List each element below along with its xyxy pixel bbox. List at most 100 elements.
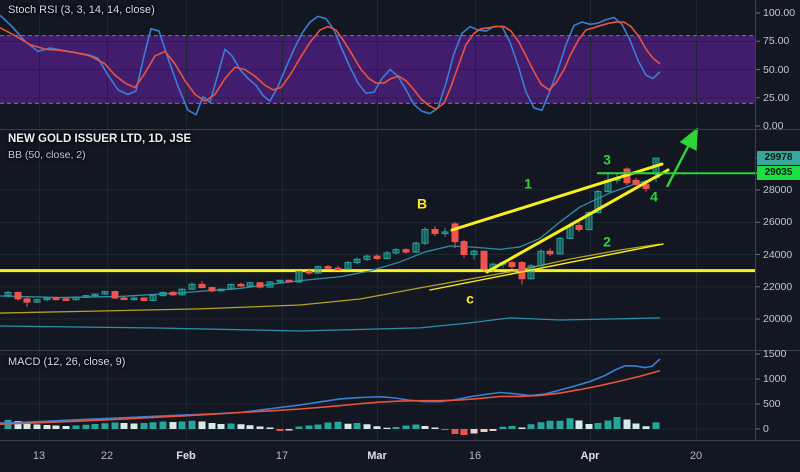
candle-down xyxy=(14,291,22,300)
time-tick-label: 20 xyxy=(689,450,703,462)
macd-histogram-bar xyxy=(130,423,138,429)
candle-up xyxy=(227,283,235,290)
time-tick-label: 17 xyxy=(275,450,289,462)
macd-histogram-bar xyxy=(575,420,583,429)
macd-histogram-bar xyxy=(480,429,488,432)
macd-histogram-bar xyxy=(14,421,22,429)
macd-histogram-bar xyxy=(546,420,554,429)
stoch-rsi-title-text: Stoch RSI (3, 3, 14, 14, close) xyxy=(8,4,155,16)
macd-histogram-bar xyxy=(140,423,148,429)
candle-up xyxy=(441,231,449,235)
candle-up xyxy=(421,229,429,244)
candle-down xyxy=(111,291,119,299)
bb-upper-band xyxy=(0,176,661,299)
macd-histogram-bar xyxy=(460,429,468,435)
macd-histogram-bar xyxy=(295,426,303,429)
macd-histogram-bar xyxy=(499,426,507,429)
macd-histogram-bar xyxy=(120,423,128,429)
candle-up xyxy=(43,297,51,301)
axis-tick-label: 500 xyxy=(763,398,781,410)
candle-down xyxy=(52,297,60,301)
candle-down xyxy=(373,255,381,260)
candle-up xyxy=(363,255,371,260)
macd-histogram-bar xyxy=(62,426,70,429)
candle-up xyxy=(344,262,352,270)
candle-up xyxy=(4,291,12,297)
macd-histogram-bar xyxy=(285,429,293,431)
stoch-d-line xyxy=(0,21,661,110)
candle-up xyxy=(101,291,109,295)
time-tick-label: Feb xyxy=(176,450,196,462)
stoch-rsi-pane-title[interactable]: Stoch RSI (3, 3, 14, 14, close) xyxy=(8,4,155,16)
axis-tick-marks xyxy=(756,12,760,430)
macd-histogram-bar xyxy=(431,427,439,429)
candle-down xyxy=(208,287,216,292)
candle-up xyxy=(246,282,254,287)
symbol-title[interactable]: NEW GOLD ISSUER LTD, 1D, JSE xyxy=(8,133,192,145)
macd-histogram-bar xyxy=(305,425,313,429)
macd-histogram-bar xyxy=(392,427,400,429)
time-axis[interactable]: 13 22 Feb 17 Mar 16 Apr 20 xyxy=(0,441,800,472)
macd-histogram-bar xyxy=(324,422,332,429)
axis-tick-label: 0.00 xyxy=(763,120,784,132)
macd-histogram-bar xyxy=(383,427,391,429)
macd-histogram-bar xyxy=(489,429,497,431)
bb-lower-band xyxy=(0,317,661,332)
macd-histogram-bar xyxy=(101,423,109,429)
macd-histogram-bar xyxy=(276,429,284,431)
macd-histogram-bar xyxy=(33,424,41,429)
macd-line xyxy=(0,358,661,424)
candle-down xyxy=(198,283,206,289)
candle-up xyxy=(412,242,420,253)
candle-up xyxy=(383,252,391,260)
candle-up xyxy=(72,296,80,301)
axis-tick-label: 22000 xyxy=(763,280,793,293)
macd-histogram-bar xyxy=(334,421,342,429)
macd-histogram-bar xyxy=(72,425,80,429)
macd-pane-title[interactable]: MACD (12, 26, close, 9) xyxy=(8,356,126,368)
axis-tick-label: 20000 xyxy=(763,313,793,326)
wave-label-3: 3 xyxy=(603,152,611,168)
alert-price-label[interactable]: 29035 xyxy=(757,166,800,181)
candle-down xyxy=(575,224,583,231)
bb-indicator-title[interactable]: BB (50, close, 2) xyxy=(8,149,86,161)
channel-lower-trendline xyxy=(485,168,670,274)
candle-up xyxy=(392,249,400,254)
candle-down xyxy=(402,249,410,253)
axis-tick-label: 1000 xyxy=(763,373,787,385)
axis-tick-label: 25.00 xyxy=(763,91,790,104)
time-tick-label: 22 xyxy=(100,450,114,462)
candle-down xyxy=(480,250,488,270)
candle-down xyxy=(451,223,459,243)
macd-histogram-bar xyxy=(159,421,167,429)
axis-tick-label: 100.00 xyxy=(763,7,796,19)
macd-histogram-bar xyxy=(470,429,478,434)
candle-up xyxy=(159,291,167,297)
axis-tick-label: 26000 xyxy=(763,216,793,229)
macd-histogram-bar xyxy=(556,420,564,429)
time-tick-label: Mar xyxy=(367,450,387,462)
macd-histogram-bar xyxy=(344,423,352,429)
candle-up xyxy=(470,250,478,256)
macd-histogram-bar xyxy=(441,429,449,430)
axis-tick-label: 75.00 xyxy=(763,35,790,48)
candle-down xyxy=(120,297,128,301)
wave-label-c: c xyxy=(466,291,474,307)
macd-histogram-bar xyxy=(363,424,371,429)
candle-up xyxy=(527,265,535,280)
macd-histogram-bar xyxy=(508,426,516,429)
time-tick-label: 16 xyxy=(468,450,482,462)
axis-tick-label: 50.00 xyxy=(763,63,790,76)
macd-histogram-bar xyxy=(613,417,621,429)
candle-down xyxy=(169,291,177,296)
candle-up xyxy=(353,258,361,264)
macd-histogram-bar xyxy=(256,426,264,429)
price-axis[interactable]: 100.00 75.00 50.00 25.00 0.00 28000 26000 24000… xyxy=(756,0,800,440)
candle-down xyxy=(460,241,468,256)
candle-up xyxy=(188,283,196,290)
macd-histogram-bar xyxy=(82,424,90,429)
macd-histogram-bar xyxy=(208,423,216,429)
macd-histogram-bar xyxy=(353,423,361,429)
